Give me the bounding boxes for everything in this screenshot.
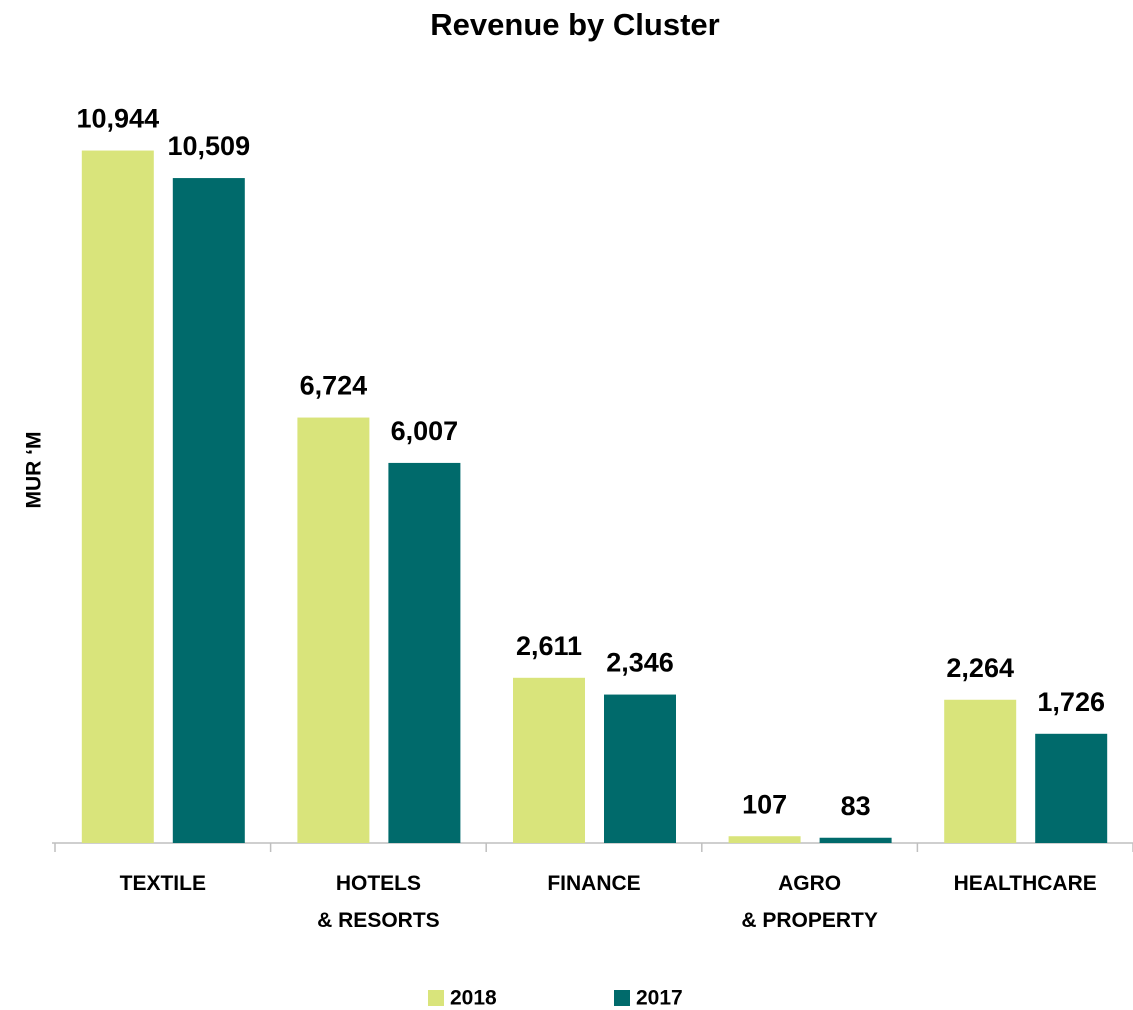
legend-swatch	[614, 990, 630, 1006]
x-tick-label: HOTELS & RESORTS	[317, 872, 440, 932]
bar	[297, 417, 370, 843]
y-axis-label: MUR ‘M	[23, 432, 46, 509]
bar	[172, 178, 245, 844]
data-label: 6,724	[300, 371, 368, 401]
data-label: 2,611	[516, 631, 582, 661]
data-label: 2,346	[606, 648, 674, 678]
bar	[81, 150, 154, 843]
data-label: 10,944	[77, 104, 160, 134]
x-tick-label: AGRO & PROPERTY	[741, 872, 878, 932]
legend-label: 2017	[636, 987, 683, 1010]
data-label: 6,007	[391, 416, 459, 446]
bar	[1035, 733, 1108, 843]
data-label: 10,509	[168, 131, 251, 161]
bar	[388, 462, 461, 843]
bar	[604, 694, 676, 843]
x-tick-label: HEALTHCARE	[954, 872, 1097, 895]
bar	[944, 699, 1017, 843]
legend-label: 2018	[450, 987, 497, 1010]
data-label: 1,726	[1037, 687, 1105, 717]
x-tick-label: FINANCE	[547, 872, 640, 895]
bar	[819, 837, 892, 843]
data-label: 107	[742, 789, 787, 819]
chart-title: Revenue by Cluster	[430, 7, 719, 42]
bar	[728, 836, 801, 843]
x-tick-label: TEXTILE	[120, 872, 206, 895]
data-label: 83	[841, 791, 871, 821]
legend-swatch	[428, 990, 444, 1006]
bar	[513, 677, 585, 843]
data-label: 2,264	[946, 653, 1014, 683]
